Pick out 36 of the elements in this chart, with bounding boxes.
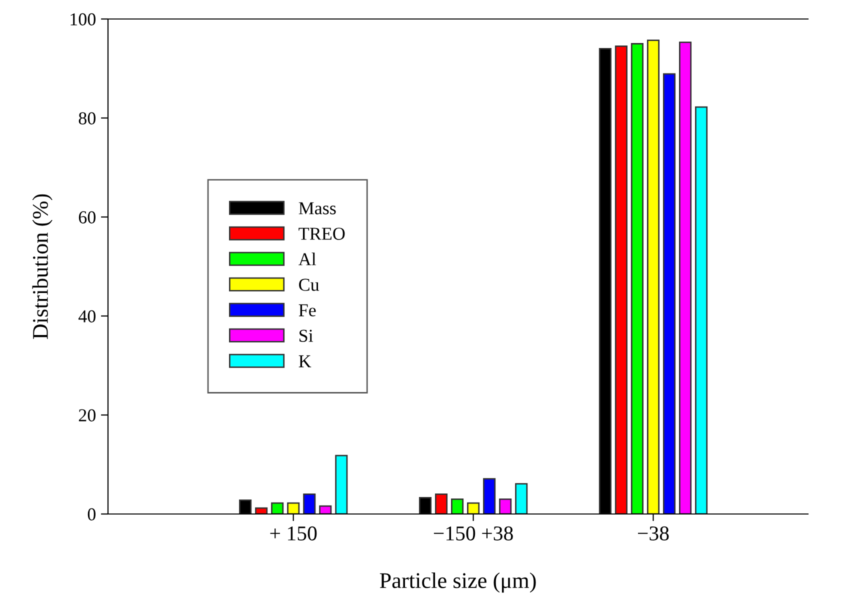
bar	[319, 505, 332, 514]
bar	[303, 494, 316, 514]
legend-label: K	[298, 355, 312, 368]
bar	[467, 502, 480, 514]
bar	[255, 507, 268, 514]
legend-label: TREO	[298, 228, 345, 240]
bar	[515, 483, 528, 514]
y-tick-label: 80	[78, 112, 96, 124]
legend-label: Cu	[299, 278, 320, 291]
x-tick-label: −38	[638, 526, 669, 540]
bar	[662, 73, 676, 514]
y-axis-title: Distribution (%)	[32, 194, 52, 339]
bar	[287, 502, 300, 514]
bar	[451, 498, 464, 514]
bar	[679, 42, 692, 514]
y-tick-label: 0	[88, 508, 96, 520]
bar	[646, 40, 660, 514]
legend-label: Mass	[298, 202, 336, 214]
legend-label: Fe	[298, 304, 316, 316]
bar	[434, 494, 448, 514]
bar	[271, 502, 284, 514]
x-tick-label: −150 +38	[434, 526, 513, 540]
bar	[695, 106, 708, 514]
y-tick-label: 60	[78, 211, 96, 224]
bar	[630, 43, 644, 514]
bar	[335, 454, 348, 514]
legend-label: Al	[298, 252, 316, 266]
bar	[614, 46, 628, 514]
bar	[499, 498, 512, 514]
x-tick-label: + 150	[270, 526, 317, 540]
y-tick-label: 100	[70, 13, 96, 26]
legend-label: Si	[300, 330, 314, 342]
x-axis-title: Particle size (μm)	[380, 572, 536, 593]
y-tick-label: 40	[78, 310, 96, 322]
y-tick-label: 20	[78, 409, 96, 422]
bar	[483, 478, 496, 514]
